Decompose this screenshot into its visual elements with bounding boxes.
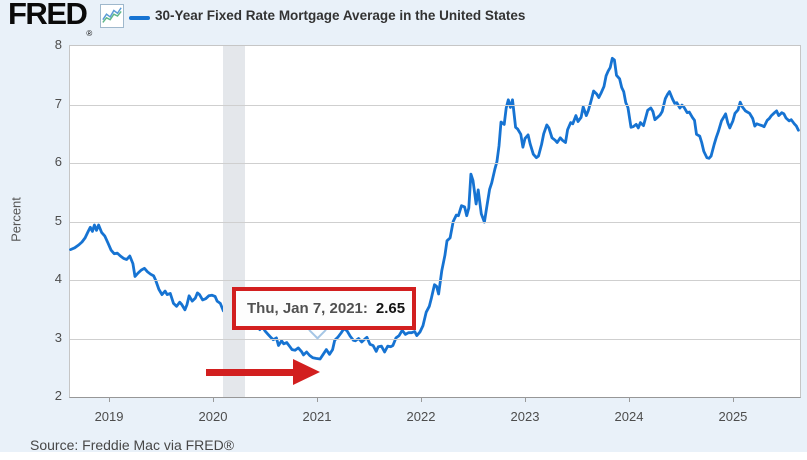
- gridline: [70, 163, 800, 164]
- legend-swatch: [129, 16, 150, 20]
- gridline: [70, 338, 800, 340]
- series-line: [69, 56, 800, 361]
- x-tick-label: 2022: [406, 409, 436, 424]
- x-tick-mark: [317, 397, 318, 402]
- x-tick-label: 2019: [94, 409, 124, 424]
- x-tick-mark: [628, 397, 630, 402]
- x-tick-mark: [524, 397, 526, 402]
- x-tick-mark: [732, 397, 734, 402]
- x-tick-mark: [421, 397, 422, 402]
- tooltip-value: 2.65: [375, 300, 406, 317]
- x-tick-label: 2020: [198, 409, 228, 424]
- series-chart: [69, 56, 800, 361]
- x-tick-label: 2021: [302, 409, 332, 424]
- plot-area[interactable]: [69, 45, 801, 398]
- gridline: [70, 104, 800, 106]
- fred-logo[interactable]: FRED®: [8, 0, 93, 38]
- y-tick-label: 4: [54, 271, 62, 286]
- tooltip: Thu, Jan 7, 2021: 2.65: [232, 287, 416, 330]
- legend-label: 30-Year Fixed Rate Mortgage Average in t…: [155, 8, 526, 23]
- fred-chart-icon: [100, 4, 124, 28]
- y-tick-label: 5: [54, 212, 62, 228]
- x-tick-label: 2023: [510, 409, 540, 424]
- tooltip-date: Thu, Jan 7, 2021:: [247, 300, 368, 317]
- y-tick-label: 8: [54, 37, 62, 52]
- x-tick-mark: [213, 397, 215, 402]
- y-tick-label: 7: [54, 95, 62, 111]
- y-tick-label: 3: [54, 329, 62, 345]
- x-tick-label: 2025: [718, 409, 748, 424]
- gridline: [70, 280, 800, 281]
- x-tick-label: 2024: [614, 409, 644, 424]
- annotation-arrow-shaft: [206, 369, 294, 376]
- annotation-arrow-head-icon: [293, 359, 320, 385]
- x-tick-mark: [109, 397, 111, 402]
- y-tick-label: 6: [54, 154, 62, 169]
- registered-mark: ®: [86, 29, 93, 38]
- y-tick-label: 2: [54, 388, 62, 403]
- source-text: Source: Freddie Mac via FRED®: [30, 437, 235, 453]
- y-axis-title: Percent: [8, 197, 24, 242]
- gridline: [70, 221, 800, 223]
- bottom-strip: [0, 452, 807, 460]
